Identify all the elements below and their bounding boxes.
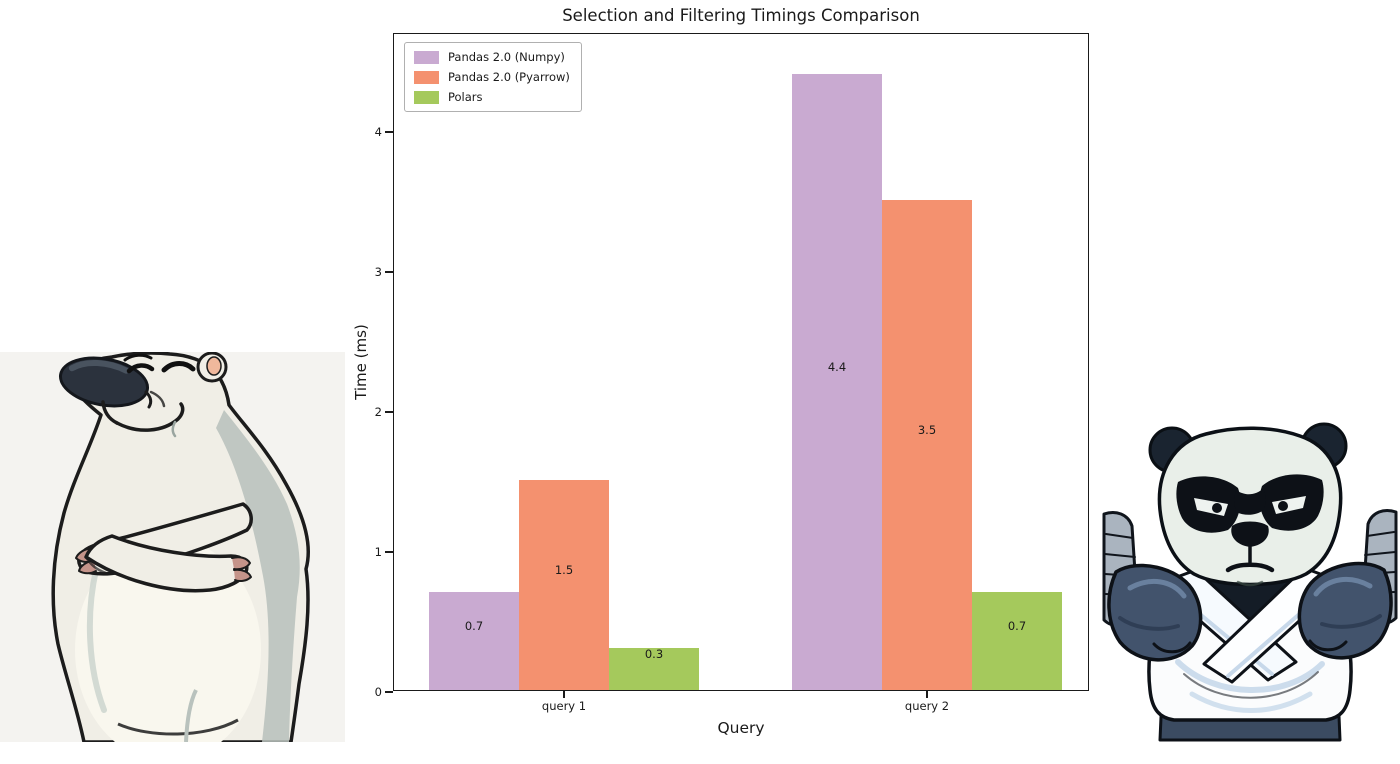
y-tick-label: 1 [374,544,382,559]
y-tick-mark [385,551,393,553]
y-tick-label: 0 [374,684,382,699]
x-tick-mark [563,690,565,698]
y-tick-mark [385,271,393,273]
panda-nose [1231,521,1269,547]
boxing-panda-cartoon-icon [1102,422,1398,742]
legend-label: Polars [448,90,483,104]
x-tick-label-query-1: query 1 [541,699,587,713]
y-tick-label: 3 [374,264,382,279]
panda-head [1148,422,1348,587]
polar-bear-illustration [0,352,345,742]
bar-pandas-2-0-pyarrow-query-1 [519,480,609,690]
bear-closed-eye [126,363,155,374]
bear-nose [58,356,150,408]
polar-bear-cartoon-icon [0,352,345,742]
bear-closed-eye [161,361,196,373]
panda-boxing-gloves [1107,561,1393,662]
y-tick-mark [385,411,393,413]
chart-title: Selection and Filtering Timings Comparis… [562,6,920,25]
panda-boxer-illustration [1100,422,1400,742]
x-tick-mark [926,690,928,698]
bar-polars-query-1 [609,648,699,690]
bar-pandas-2-0-numpy-query-2 [792,74,882,690]
plot-area: Pandas 2.0 (Numpy) Pandas 2.0 (Pyarrow) Po… [375,33,1089,713]
legend-item-polars: Polars [414,90,570,104]
y-tick-label: 2 [374,404,382,419]
legend-label: Pandas 2.0 (Numpy) [448,50,565,64]
legend-swatch [414,70,439,84]
y-tick-mark [385,691,393,693]
panda-frown [1225,562,1275,573]
legend-label: Pandas 2.0 (Pyarrow) [448,70,570,84]
x-tick-label-query-2: query 2 [904,699,950,713]
bar-polars-query-2 [972,592,1062,690]
y-axis-label: Time (ms) [352,324,370,400]
legend-swatch [414,90,439,104]
bar-pandas-2-0-numpy-query-1 [429,592,519,690]
x-axis-label: Query [717,719,765,737]
y-tick-label: 4 [374,124,382,139]
bear-face [58,353,196,438]
bear-smirk [115,402,185,432]
bar-pandas-2-0-pyarrow-query-2 [882,200,972,690]
legend-swatch [414,50,439,64]
legend: Pandas 2.0 (Numpy) Pandas 2.0 (Pyarrow) Po… [404,42,582,112]
bear-crossed-arms [75,502,253,593]
y-tick-mark [385,131,393,133]
legend-item-pandas-2-0-numpy: Pandas 2.0 (Numpy) [414,50,570,64]
bear-legs [117,689,239,742]
legend-item-pandas-2-0-pyarrow: Pandas 2.0 (Pyarrow) [414,70,570,84]
